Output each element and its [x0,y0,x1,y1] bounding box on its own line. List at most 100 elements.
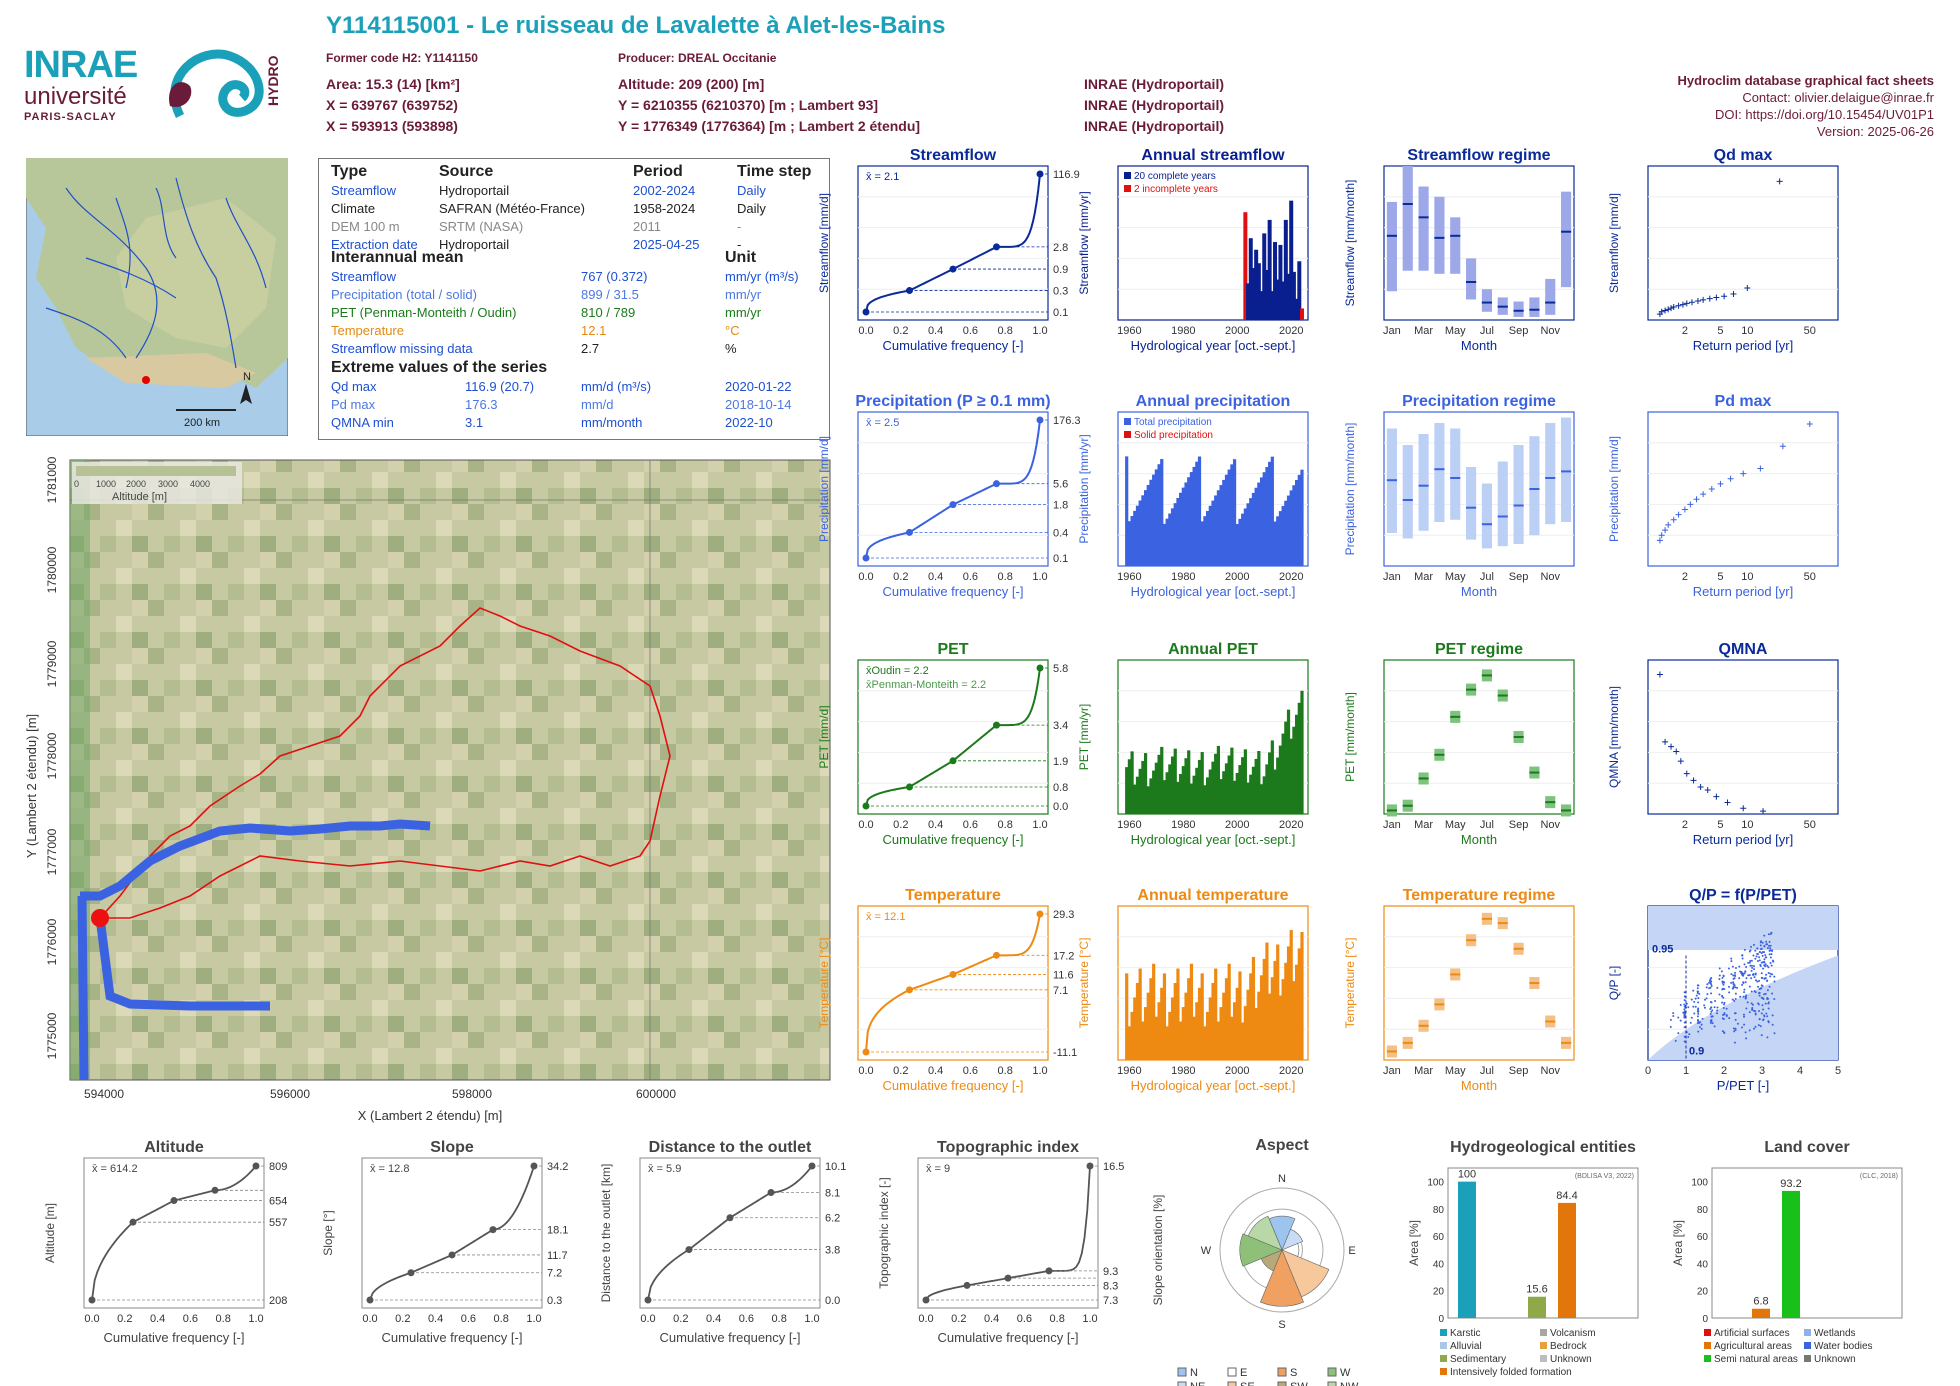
right-tick: 3.8 [825,1245,840,1257]
map-ytick-5: 1780000 [45,546,59,593]
rp-tick: 50 [1804,571,1816,583]
year-tick: 1980 [1171,1065,1195,1077]
quantile-point [993,951,1000,959]
annual-bar [1267,219,1272,320]
x-l93: X = 639767 (639752) [326,97,458,113]
altitude-legend-bar [76,466,236,476]
qp-point [1760,952,1763,955]
chart-5: Annual precipitation Hydrological year [o… [1077,393,1309,599]
qp-point [1744,970,1747,973]
qp-point [1754,972,1757,975]
legend-swatch [1440,1342,1447,1349]
quantile-point [530,1162,538,1170]
rp-point [1713,294,1720,301]
x-axis-label: Month [1461,584,1497,599]
y-axis-label: Slope [°] [321,1210,335,1256]
map-ytick-0: 1775000 [45,1012,59,1059]
plot-frame [639,1157,821,1309]
qp-point [1757,1002,1760,1005]
quantile-point [906,783,913,791]
legend-label: Alluvial [1450,1341,1482,1352]
unit-head: Unit [725,249,757,266]
annual-bar [1189,963,1194,1060]
chart-title: Slope [430,1139,474,1156]
annual-bar [1173,748,1177,814]
right-tick: 8.1 [825,1188,840,1200]
qp-point [1765,943,1768,946]
qp-point [1745,965,1748,968]
legend-label: Agricultural areas [1714,1341,1792,1352]
x-axis-label: Hydrological year [oct.-sept.] [1131,338,1296,353]
qp-point [1757,1024,1760,1027]
x-axis-label: Hydrological year [oct.-sept.] [1131,584,1296,599]
chart-title: Precipitation (P ≥ 0.1 mm) [855,393,1050,410]
qp-point [1697,1030,1700,1033]
annual-bar [1170,756,1175,814]
x-axis-label: Month [1461,338,1497,353]
annual-bar [1176,781,1180,814]
extreme-head: Extreme values of the series [331,359,548,376]
annual-bar [1246,782,1250,814]
chart-15: Q/P = f(P/PET) P/PET [-] Q/P [-] 0.95 0.9 0 1 2… [1607,887,1841,1093]
legend-label: Total precipitation [1134,417,1212,428]
scale-label: 200 km [184,417,220,429]
chart-10: PET regime Month PET [mm/month] Jan Mar May Ju… [1343,641,1575,847]
qp-point [1696,1010,1699,1013]
qp-point [1742,995,1745,998]
qp-point [1733,1000,1736,1003]
qp-point [1734,1027,1737,1030]
x-tick: 0.0 [858,325,873,337]
qp-point [1744,995,1747,998]
qp-point [1706,983,1709,986]
chart-6: Precipitation regime Month Precipitation [… [1343,393,1575,599]
map-ytick-2: 1777000 [45,828,59,875]
qp-point [1683,1035,1686,1038]
annual-bar [1216,1021,1220,1060]
annual-bar [1232,780,1237,814]
qp-point [1750,969,1753,972]
annual-bar [1149,978,1153,1060]
annual-bar [1284,500,1288,566]
x-axis-label: Cumulative frequency [-] [938,1330,1079,1345]
mean-label: x̄ = 5.9 [648,1163,681,1175]
rp-point [1700,491,1707,498]
qp-point [1741,954,1744,957]
x-tick: 0.4 [150,1313,165,1325]
regime-box [1497,461,1508,547]
annual-bar [1257,751,1261,814]
map-xtick-3: 600000 [636,1087,676,1101]
y-axis-label: Topographic index [-] [877,1177,891,1288]
annual-bar [1154,469,1158,566]
qp-point [1677,1032,1680,1035]
y-axis-label: Streamflow [mm/d] [817,193,831,293]
rose-slice [1247,1215,1283,1251]
qp-label-2: 0.9 [1689,1046,1704,1058]
qp-point [1736,986,1739,989]
plot-frame [917,1157,1099,1309]
qp-point [1674,1039,1677,1042]
annual-bar [1251,268,1256,320]
prop-chart-2: Distance to the outlet Cumulative frequen… [599,1139,846,1345]
x-tick: 0.0 [858,571,873,583]
qp-point [1759,965,1762,968]
quantile-point [644,1296,652,1304]
chart-7: Pd max Return period [yr] Precipitation [m… [1607,393,1839,599]
chart-title: Q/P = f(P/PET) [1689,887,1797,904]
qp-point [1720,970,1723,973]
annual-bar [1243,749,1247,814]
qp-point [1773,975,1776,978]
qp-point [1710,1010,1713,1013]
plot-frame [1447,1167,1639,1319]
rp-point [1700,296,1707,303]
chart-title: Streamflow [910,147,997,164]
plot-frame [1647,659,1839,815]
annual-bar [1276,757,1280,814]
rp-point [1776,178,1783,185]
annual-bar [1222,771,1226,814]
right-tick: 18.1 [547,1225,568,1237]
y-axis-label: Streamflow [mm/yr] [1077,191,1091,294]
qp-point [1766,989,1769,992]
qp-point [1758,994,1761,997]
rp-point [1662,527,1669,534]
annual-bar [1165,772,1169,814]
